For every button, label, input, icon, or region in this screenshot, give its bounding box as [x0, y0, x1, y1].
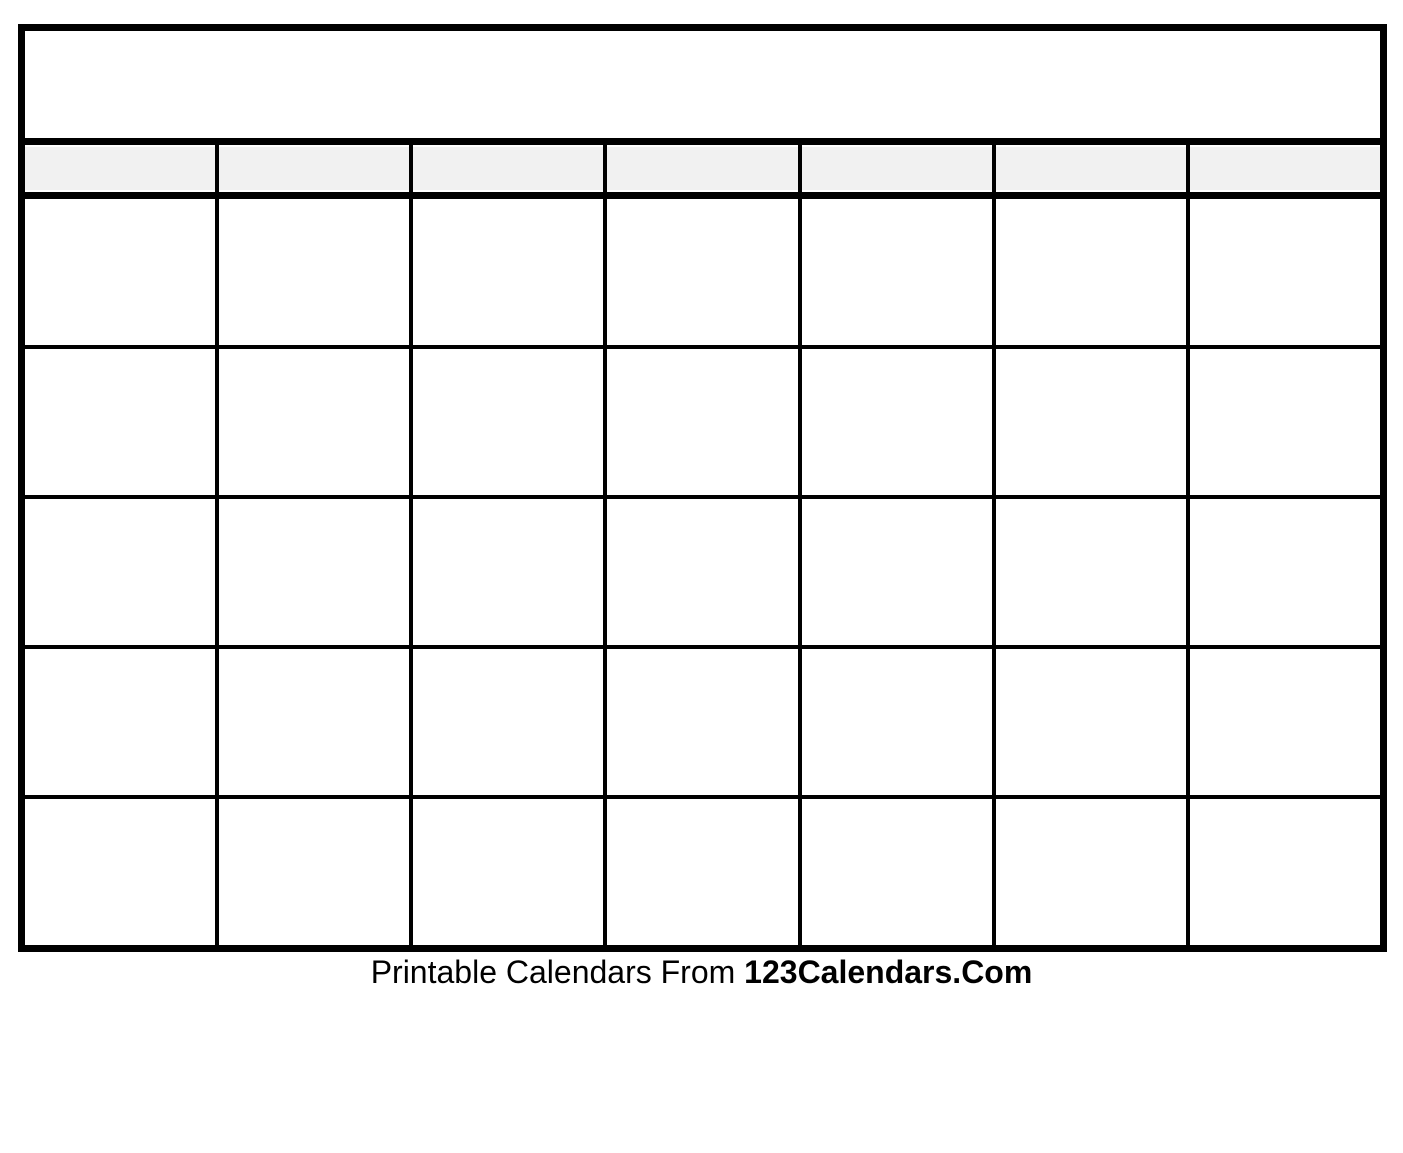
- day-cell: [995, 349, 1186, 495]
- day-cell: [25, 199, 216, 345]
- day-cell: [413, 199, 604, 345]
- day-cell: [1189, 649, 1380, 795]
- weekday-header-cell: [995, 145, 1186, 192]
- day-cell: [801, 199, 992, 345]
- day-cell: [219, 199, 410, 345]
- day-cell: [801, 349, 992, 495]
- day-cell: [1189, 199, 1380, 345]
- day-cell: [1189, 799, 1380, 945]
- day-cell: [995, 199, 1186, 345]
- calendar-title-box: [25, 31, 1380, 145]
- day-cell: [607, 649, 798, 795]
- weekday-header-cell: [1189, 145, 1380, 192]
- day-cell: [25, 649, 216, 795]
- day-cell: [413, 499, 604, 645]
- day-cell: [995, 649, 1186, 795]
- day-cell: [995, 799, 1186, 945]
- weekday-header-row: [25, 145, 1380, 199]
- day-cell: [801, 499, 992, 645]
- day-cell: [1189, 349, 1380, 495]
- day-cell: [995, 499, 1186, 645]
- day-cell: [219, 499, 410, 645]
- calendar-table: [18, 24, 1387, 952]
- day-cell: [607, 199, 798, 345]
- day-cell: [219, 799, 410, 945]
- day-cell: [25, 349, 216, 495]
- weekday-header-cell: [607, 145, 798, 192]
- weekday-header-cell: [25, 145, 216, 192]
- day-cell: [413, 799, 604, 945]
- day-cell: [219, 349, 410, 495]
- footer-credit-prefix: Printable Calendars From: [370, 954, 736, 990]
- day-grid: [25, 199, 1380, 945]
- day-cell: [25, 499, 216, 645]
- day-cell: [1189, 499, 1380, 645]
- day-cell: [801, 649, 992, 795]
- day-cell: [413, 349, 604, 495]
- day-cell: [607, 349, 798, 495]
- day-cell: [219, 649, 410, 795]
- day-cell: [413, 649, 604, 795]
- weekday-header-cell: [801, 145, 992, 192]
- day-cell: [607, 499, 798, 645]
- weekday-header-cell: [219, 145, 410, 192]
- footer-credit: Printable Calendars From 123Calendars.Co…: [0, 952, 1403, 994]
- day-cell: [801, 799, 992, 945]
- footer-credit-brand: 123Calendars.Com: [744, 954, 1033, 990]
- day-cell: [25, 799, 216, 945]
- weekday-header-cell: [413, 145, 604, 192]
- day-cell: [607, 799, 798, 945]
